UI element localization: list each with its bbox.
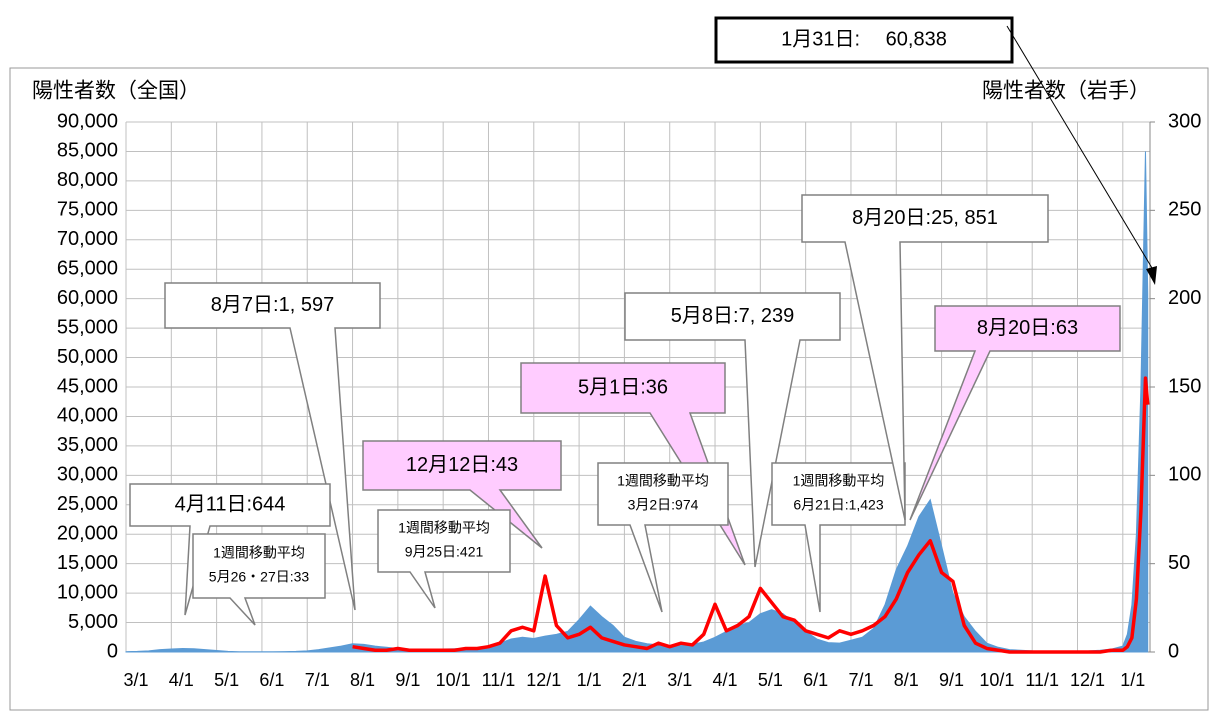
y-tick-label: 5,000 [68,611,118,633]
annotation-callout [362,440,562,549]
x-tick-label: 7/1 [305,670,330,690]
y2-axis-label: 陽性者数（岩手） [982,80,1150,103]
y-tick-label: 90,000 [57,110,118,132]
annotation-text: 1週間移動平均 [398,520,490,536]
x-tick-label: 5/1 [758,670,783,690]
y-tick-label: 30,000 [57,464,118,486]
x-tick-label: 12/1 [526,670,561,690]
x-tick-label: 1/1 [1120,670,1145,690]
y2-tick-label: 150 [1168,375,1201,397]
x-tick-label: 9/1 [395,670,420,690]
annotation-text: 12月12日:43 [406,454,518,476]
x-tick-label: 12/1 [1070,670,1105,690]
y2-tick-label: 50 [1168,552,1190,574]
x-tick-label: 9/1 [939,670,964,690]
x-tick-label: 8/1 [894,670,919,690]
x-tick-label: 2/1 [622,670,647,690]
annotation-text: 5月8日:7, 239 [671,305,794,327]
x-tick-label: 7/1 [848,670,873,690]
y-tick-label: 35,000 [57,434,118,456]
annotation-callout [801,194,1049,521]
annotation-callout [164,282,381,611]
y2-tick-label: 200 [1168,287,1201,309]
x-tick-label: 3/1 [123,670,148,690]
x-tick-label: 8/1 [350,670,375,690]
annotation-text: 5月26・27日:33 [209,569,310,585]
x-tick-label: 11/1 [1025,670,1059,690]
y2-tick-label: 250 [1168,199,1201,221]
y-tick-label: 85,000 [57,140,118,162]
annotation-text: 8月20日:63 [977,317,1078,339]
chart-frame [9,67,1209,711]
y-tick-label: 15,000 [57,552,118,574]
annotation-callout [597,462,729,613]
x-tick-label: 4/1 [169,670,194,690]
y-tick-label: 45,000 [57,375,118,397]
annotation-text: 5月1日:36 [578,376,668,398]
annotation-text: 8月20日:25, 851 [852,207,998,229]
y2-tick-label: 0 [1168,640,1179,662]
annotation-text: 1月31日: 60,838 [781,28,947,50]
x-tick-label: 6/1 [803,670,828,690]
annotation-text: 9月25日:421 [405,544,484,560]
y-tick-label: 10,000 [57,581,118,603]
y2-tick-label: 300 [1168,110,1201,132]
annotation-text: 3月2日:974 [628,497,699,513]
line-series [352,376,1150,654]
y-tick-label: 40,000 [57,405,118,427]
annotation-text: 1週間移動平均 [617,473,709,489]
y-tick-label: 55,000 [57,316,118,338]
x-tick-label: 6/1 [259,670,284,690]
annotation-text: 4月11日:644 [175,493,286,515]
annotation-callout [377,509,511,609]
y-tick-label: 50,000 [57,346,118,368]
y-axis-label: 陽性者数（全国） [32,80,200,103]
annotation-callout [909,305,1121,521]
annotation-callout [192,533,326,626]
y-tick-label: 65,000 [57,258,118,280]
annotation-callout [624,292,841,568]
annotation-text: 1週間移動平均 [793,473,885,489]
y-tick-label: 60,000 [57,287,118,309]
y-tick-label: 25,000 [57,493,118,515]
y-tick-label: 0 [107,640,118,662]
x-tick-label: 4/1 [713,670,738,690]
annotation-arrow [1006,25,1156,274]
x-tick-label: 5/1 [214,670,239,690]
x-tick-label: 11/1 [482,670,516,690]
x-tick-label: 10/1 [436,670,471,690]
x-tick-label: 10/1 [979,670,1014,690]
y-tick-label: 70,000 [57,228,118,250]
x-tick-label: 3/1 [667,670,692,690]
annotation-text: 6月21日:1,423 [793,497,883,513]
annotation-box [714,16,1014,64]
y-tick-label: 20,000 [57,523,118,545]
annotation-callout [771,462,906,613]
y-tick-label: 80,000 [57,169,118,191]
annotation-text: 8月7日:1, 597 [211,294,334,316]
arrow-head [1146,266,1157,285]
annotation-text: 1週間移動平均 [213,545,305,561]
y-tick-label: 75,000 [57,199,118,221]
x-tick-label: 1/1 [577,670,602,690]
y2-tick-label: 100 [1168,464,1201,486]
